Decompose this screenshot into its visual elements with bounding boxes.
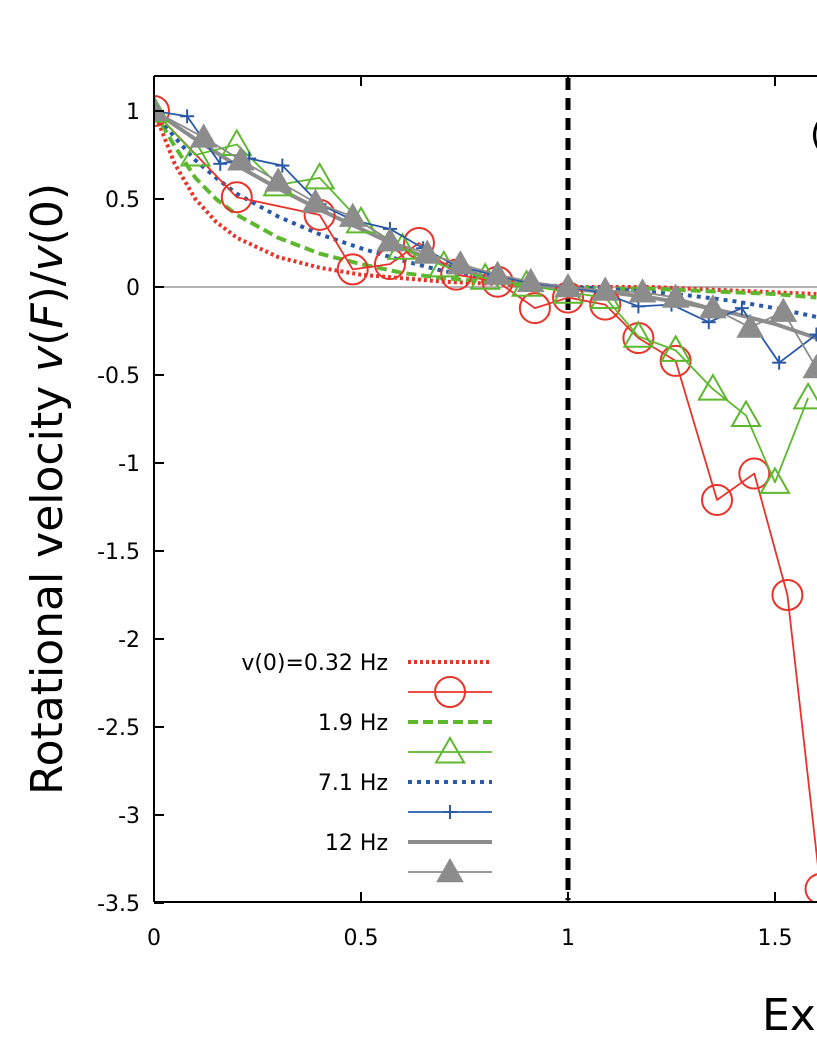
series-6-point bbox=[275, 158, 290, 173]
series-4-point bbox=[622, 322, 655, 355]
panel-label: ( bbox=[810, 115, 817, 155]
series-6-point bbox=[809, 327, 817, 342]
series-5-point bbox=[697, 373, 729, 401]
series-7-point bbox=[661, 283, 690, 308]
series-7-point bbox=[301, 188, 330, 213]
series-5-point bbox=[759, 466, 791, 494]
series-4-point bbox=[373, 248, 406, 281]
series-7-point bbox=[227, 146, 255, 171]
legend-label: 12 Hz bbox=[325, 831, 388, 856]
series-4-point bbox=[771, 579, 804, 611]
series-line-6 bbox=[154, 110, 817, 364]
series-7-point bbox=[189, 123, 218, 148]
series-5-point bbox=[428, 249, 460, 278]
x-tick-label: 0.5 bbox=[344, 926, 379, 951]
series-line-2 bbox=[154, 109, 817, 319]
series-5-point bbox=[179, 138, 212, 167]
series-7-point bbox=[736, 313, 765, 338]
legend-marker bbox=[443, 805, 457, 819]
series-4-point bbox=[804, 873, 817, 902]
series-7-point bbox=[338, 202, 367, 227]
legend-marker bbox=[434, 735, 466, 764]
series-4-point bbox=[701, 483, 734, 516]
y-tick-label: -1.5 bbox=[97, 540, 140, 565]
x-tick-label: 1.5 bbox=[758, 926, 793, 951]
legend-label: 1.9 Hz bbox=[318, 711, 388, 736]
y-tick-label: 0 bbox=[126, 276, 140, 301]
y-tick-label: -3.5 bbox=[97, 892, 140, 917]
series-7-point bbox=[628, 278, 657, 303]
series-5-point bbox=[730, 399, 762, 427]
legend-label: v(0)=0.32 Hz bbox=[241, 651, 388, 676]
series-7-point bbox=[699, 294, 727, 319]
y-tick-label: -2.5 bbox=[97, 716, 140, 741]
series-5-point bbox=[792, 381, 817, 410]
series-4-point bbox=[154, 95, 170, 127]
series-4-point bbox=[220, 181, 253, 214]
series-7-point bbox=[376, 227, 404, 252]
y-axis-title: Rotational velocity v(F)/v(0) bbox=[22, 183, 73, 795]
legend-marker bbox=[434, 676, 466, 708]
series-7-point bbox=[769, 297, 798, 322]
series-7-point bbox=[446, 250, 475, 275]
series-6-point bbox=[772, 355, 787, 370]
series-line-1 bbox=[154, 109, 817, 300]
series-7-point bbox=[591, 276, 620, 301]
series-4-point bbox=[518, 292, 551, 325]
y-tick-label: -0.5 bbox=[97, 364, 140, 389]
series-line-7 bbox=[154, 110, 817, 369]
y-tick-label: 0.5 bbox=[105, 188, 140, 213]
series-7-point bbox=[413, 239, 442, 264]
series-5-point bbox=[622, 320, 655, 348]
y-tick-label: -3 bbox=[118, 804, 140, 829]
x-axis-title: Ex bbox=[762, 990, 816, 1041]
legend-label: 7.1 Hz bbox=[318, 771, 388, 796]
series-5-point bbox=[303, 161, 336, 190]
series-7-point bbox=[554, 272, 582, 298]
x-tick-label: 0 bbox=[147, 926, 161, 951]
series-5-point bbox=[659, 334, 692, 362]
x-tick-label: 1 bbox=[561, 926, 575, 951]
series-7-point bbox=[154, 96, 168, 122]
series-4-point bbox=[336, 253, 369, 286]
series-4-point bbox=[738, 457, 771, 490]
series-6-point bbox=[180, 109, 195, 124]
y-tick-label: 1 bbox=[126, 100, 140, 125]
legend-marker bbox=[436, 857, 464, 883]
series-6-point bbox=[213, 156, 228, 171]
series-6-point bbox=[734, 301, 749, 316]
series-7-point bbox=[483, 260, 512, 285]
y-tick-label: -1 bbox=[118, 452, 140, 477]
series-7-point bbox=[264, 167, 293, 192]
y-tick-label: -2 bbox=[118, 628, 140, 653]
series-7-point bbox=[802, 353, 817, 379]
series-7-point bbox=[516, 267, 545, 292]
